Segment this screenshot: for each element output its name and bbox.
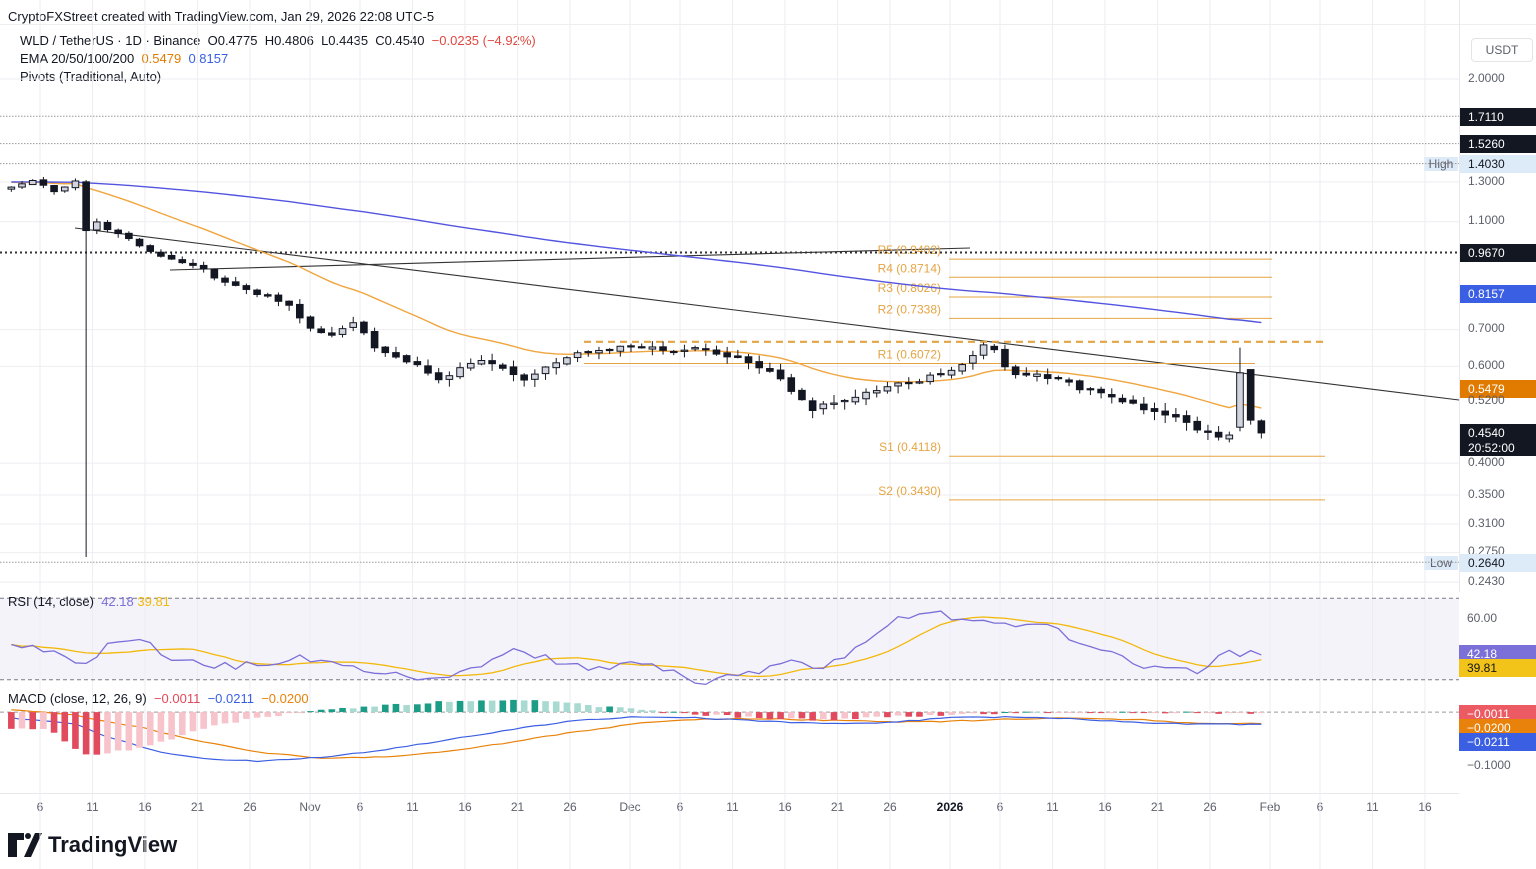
svg-text:R1 (0.6072): R1 (0.6072) [878, 348, 941, 362]
svg-text:S2 (0.3430): S2 (0.3430) [878, 484, 941, 498]
svg-text:R5 (0.9402): R5 (0.9402) [878, 243, 941, 257]
svg-text:R4 (0.8714): R4 (0.8714) [878, 261, 941, 275]
svg-text:S1 (0.4118): S1 (0.4118) [879, 440, 941, 454]
svg-text:R2 (0.7338): R2 (0.7338) [878, 302, 941, 316]
